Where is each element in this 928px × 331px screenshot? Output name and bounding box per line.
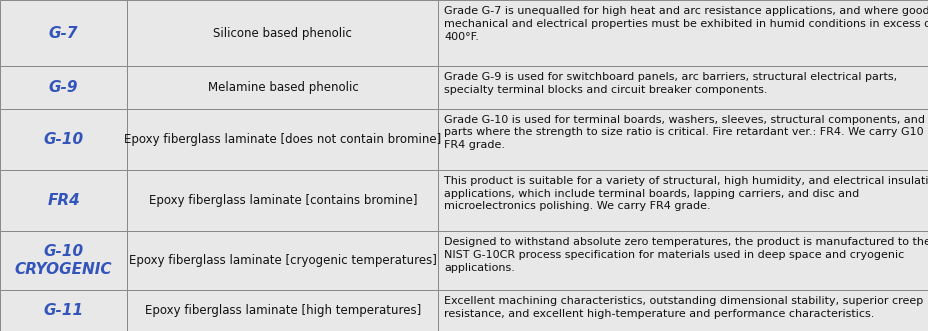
Bar [127,290,438,331]
Text: G-7: G-7 [49,25,78,41]
Bar [127,109,438,170]
Bar [127,231,438,290]
Text: Epoxy fiberglass laminate [does not contain bromine]: Epoxy fiberglass laminate [does not cont… [124,133,441,146]
Text: Epoxy fiberglass laminate [cryogenic temperatures]: Epoxy fiberglass laminate [cryogenic tem… [129,254,436,267]
Bar [0,0,127,66]
Bar [127,0,438,66]
Bar [0,231,127,290]
Bar [438,290,928,331]
Bar [438,231,928,290]
Text: Epoxy fiberglass laminate [high temperatures]: Epoxy fiberglass laminate [high temperat… [145,304,420,317]
Text: Designed to withstand absolute zero temperatures, the product is manufactured to: Designed to withstand absolute zero temp… [444,237,928,273]
Bar [127,170,438,231]
Text: G-11: G-11 [44,303,84,318]
Text: Silicone based phenolic: Silicone based phenolic [213,26,352,40]
Text: Grade G-9 is used for switchboard panels, arc barriers, structural electrical pa: Grade G-9 is used for switchboard panels… [444,72,896,95]
Bar [0,66,127,109]
Bar [127,66,438,109]
Bar [438,109,928,170]
Text: G-10: G-10 [44,132,84,147]
Bar [0,290,127,331]
Text: G-10
CRYOGENIC: G-10 CRYOGENIC [15,244,112,277]
Text: FR4: FR4 [47,193,80,208]
Text: Epoxy fiberglass laminate [contains bromine]: Epoxy fiberglass laminate [contains brom… [148,194,417,207]
Bar [438,170,928,231]
Bar [438,0,928,66]
Text: Grade G-10 is used for terminal boards, washers, sleeves, structural components,: Grade G-10 is used for terminal boards, … [444,115,924,150]
Bar [0,170,127,231]
Text: Melamine based phenolic: Melamine based phenolic [207,81,358,94]
Text: Grade G-7 is unequalled for high heat and arc resistance applications, and where: Grade G-7 is unequalled for high heat an… [444,6,928,42]
Text: This product is suitable for a variety of structural, high humidity, and electri: This product is suitable for a variety o… [444,176,928,212]
Text: G-9: G-9 [49,80,78,95]
Text: Excellent machining characteristics, outstanding dimensional stability, superior: Excellent machining characteristics, out… [444,296,922,319]
Bar [0,109,127,170]
Bar [438,66,928,109]
